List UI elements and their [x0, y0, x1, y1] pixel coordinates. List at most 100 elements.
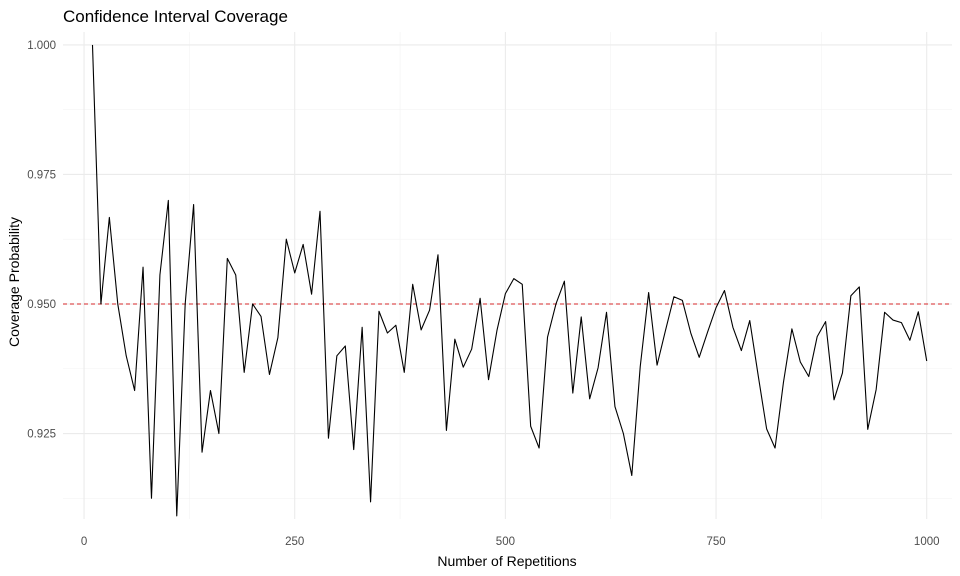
- data-point: [286, 239, 287, 240]
- data-point: [218, 433, 219, 434]
- data-point: [142, 267, 143, 268]
- x-tick-label: 250: [285, 536, 304, 548]
- data-point: [707, 331, 708, 332]
- data-point: [92, 44, 93, 45]
- data-point: [825, 321, 826, 322]
- x-tick-label: 1000: [914, 536, 940, 548]
- data-point: [926, 360, 927, 361]
- data-point: [488, 379, 489, 380]
- data-point: [404, 372, 405, 373]
- data-point: [817, 336, 818, 337]
- data-point: [429, 310, 430, 311]
- data-point: [673, 296, 674, 297]
- data-point: [741, 350, 742, 351]
- data-point: [437, 254, 438, 255]
- x-tick-label: 750: [706, 536, 725, 548]
- data-point: [656, 365, 657, 366]
- data-point: [362, 327, 363, 328]
- x-tick-label: 0: [81, 536, 87, 548]
- y-tick-label: 1.000: [27, 40, 56, 52]
- major-gridlines: [63, 32, 952, 519]
- data-point: [117, 303, 118, 304]
- data-point: [715, 307, 716, 308]
- data-point: [235, 274, 236, 275]
- x-tick-label: 500: [496, 536, 515, 548]
- data-point: [319, 211, 320, 212]
- data-point: [134, 390, 135, 391]
- data-point: [850, 295, 851, 296]
- data-point: [311, 294, 312, 295]
- data-point: [614, 406, 615, 407]
- data-point: [210, 390, 211, 391]
- data-point: [328, 438, 329, 439]
- data-point: [833, 399, 834, 400]
- data-point: [555, 303, 556, 304]
- data-point: [597, 367, 598, 368]
- data-point: [421, 329, 422, 330]
- data-point: [159, 274, 160, 275]
- data-point: [547, 337, 548, 338]
- y-tick-label: 0.925: [27, 429, 56, 441]
- data-point: [151, 498, 152, 499]
- data-point: [732, 327, 733, 328]
- data-point: [336, 355, 337, 356]
- data-point: [783, 382, 784, 383]
- data-point: [387, 332, 388, 333]
- series-line-coverage: [91, 44, 928, 517]
- data-point: [353, 449, 354, 450]
- y-tick-label: 0.975: [27, 169, 56, 181]
- data-point: [589, 398, 590, 399]
- data-point: [294, 272, 295, 273]
- data-point: [109, 217, 110, 218]
- data-point: [892, 319, 893, 320]
- data-point: [176, 515, 177, 516]
- data-point: [244, 372, 245, 373]
- data-point: [201, 452, 202, 453]
- y-tick-label: 0.950: [27, 299, 56, 311]
- data-point: [185, 303, 186, 304]
- data-point: [774, 447, 775, 448]
- data-point: [277, 337, 278, 338]
- data-point: [918, 311, 919, 312]
- data-point: [227, 258, 228, 259]
- data-point: [303, 244, 304, 245]
- data-point: [572, 393, 573, 394]
- data-point: [749, 320, 750, 321]
- y-axis-label: Coverage Probability: [6, 217, 22, 347]
- data-point: [496, 330, 497, 331]
- data-point: [252, 303, 253, 304]
- data-point: [100, 303, 101, 304]
- data-point: [699, 357, 700, 358]
- data-point: [513, 278, 514, 279]
- data-point: [682, 300, 683, 301]
- data-point: [766, 428, 767, 429]
- x-axis-ticks: 0 250 500 750 1000: [81, 536, 940, 548]
- series-points: [92, 44, 927, 516]
- minor-gridlines: [63, 32, 952, 519]
- data-point: [859, 286, 860, 287]
- data-point: [606, 312, 607, 313]
- data-point: [446, 430, 447, 431]
- data-point: [909, 340, 910, 341]
- data-point: [193, 204, 194, 205]
- data-point: [901, 322, 902, 323]
- data-point: [791, 328, 792, 329]
- data-point: [640, 366, 641, 367]
- data-point: [842, 372, 843, 373]
- data-point: [724, 290, 725, 291]
- y-axis-ticks: 0.925 0.950 0.975 1.000: [27, 40, 56, 441]
- data-point: [538, 447, 539, 448]
- data-point: [370, 501, 371, 502]
- data-point: [395, 325, 396, 326]
- data-point: [648, 292, 649, 293]
- data-point: [884, 312, 885, 313]
- data-point: [260, 316, 261, 317]
- data-point: [412, 284, 413, 285]
- data-point: [345, 345, 346, 346]
- data-point: [808, 376, 809, 377]
- data-point: [463, 367, 464, 368]
- data-point: [168, 200, 169, 201]
- data-point: [876, 389, 877, 390]
- data-point: [564, 281, 565, 282]
